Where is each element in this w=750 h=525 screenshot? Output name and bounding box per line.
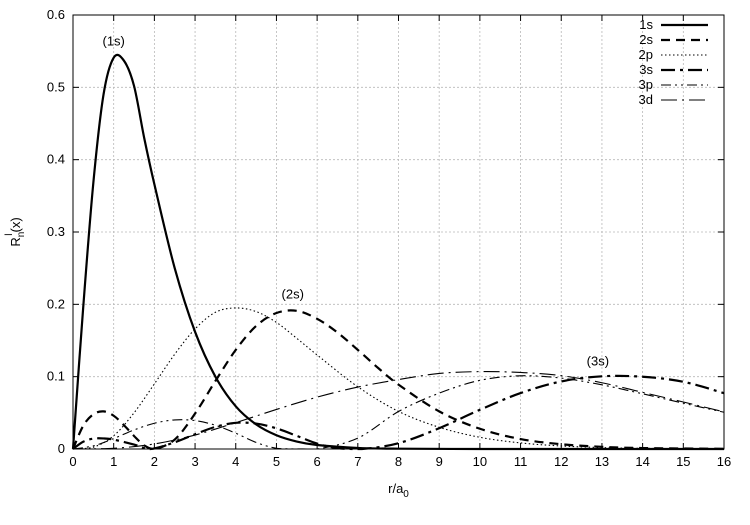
- x-tick-label: 9: [436, 454, 443, 469]
- legend-label: 1s: [639, 17, 653, 32]
- x-tick-label: 12: [554, 454, 568, 469]
- x-tick-label: 8: [395, 454, 402, 469]
- x-tick-label: 15: [676, 454, 690, 469]
- y-tick-label: 0.4: [47, 152, 65, 167]
- y-tick-label: 0.6: [47, 7, 65, 22]
- legend-item-3p: 3p: [639, 77, 708, 92]
- y-tick-label: 0.3: [47, 224, 65, 239]
- series-line-3s: [72, 374, 725, 451]
- y-axis-label: Rnl(x): [4, 217, 27, 246]
- y-tick-label: 0.1: [47, 369, 65, 384]
- ticks-layer: 0 1 2 3 4 5 6 7 8 9 10 11 12 13 14 15 1600.10.20.30.40.5…: [47, 7, 731, 469]
- legend-item-3d: 3d: [639, 92, 708, 107]
- annotation-layer: (1s) (2s) (3s): [102, 34, 609, 369]
- annotation-1s: (1s): [102, 34, 124, 49]
- x-tick-label: 14: [635, 454, 649, 469]
- x-tick-label: 1: [110, 454, 117, 469]
- x-tick-label: 10: [473, 454, 487, 469]
- x-tick-label: 2: [151, 454, 158, 469]
- y-tick-label: 0: [58, 441, 65, 456]
- legend-label: 3s: [639, 62, 653, 77]
- x-tick-label: 6: [314, 454, 321, 469]
- annotation-2s: (2s): [282, 287, 304, 302]
- x-tick-label: 4: [232, 454, 239, 469]
- series-line-1s: [71, 53, 724, 451]
- legend-item-1s: 1s: [639, 17, 708, 32]
- x-tick-label: 11: [514, 454, 528, 469]
- x-tick-label: 0: [69, 454, 76, 469]
- x-tick-label: 7: [354, 454, 361, 469]
- series-layer: [71, 53, 725, 451]
- annotation-3s: (3s): [587, 353, 609, 368]
- y-tick-label: 0.2: [47, 296, 65, 311]
- series-line-2s: [71, 309, 725, 451]
- legend-item-2s: 2s: [639, 32, 708, 47]
- x-tick-label: 13: [595, 454, 609, 469]
- y-tick-label: 0.5: [47, 79, 65, 94]
- legend-item-3s: 3s: [639, 62, 708, 77]
- legend-label: 2s: [639, 32, 653, 47]
- series-line-3p: [72, 375, 725, 450]
- series-line-2p: [72, 307, 725, 450]
- legend-label: 2p: [639, 47, 653, 62]
- x-tick-label: 16: [717, 454, 731, 469]
- legend-label: 3d: [639, 92, 653, 107]
- legend-label: 3p: [639, 77, 653, 92]
- legend-item-2p: 2p: [639, 47, 708, 62]
- x-axis-label: r/a0: [388, 481, 409, 500]
- x-tick-label: 3: [191, 454, 198, 469]
- x-tick-label: 5: [273, 454, 280, 469]
